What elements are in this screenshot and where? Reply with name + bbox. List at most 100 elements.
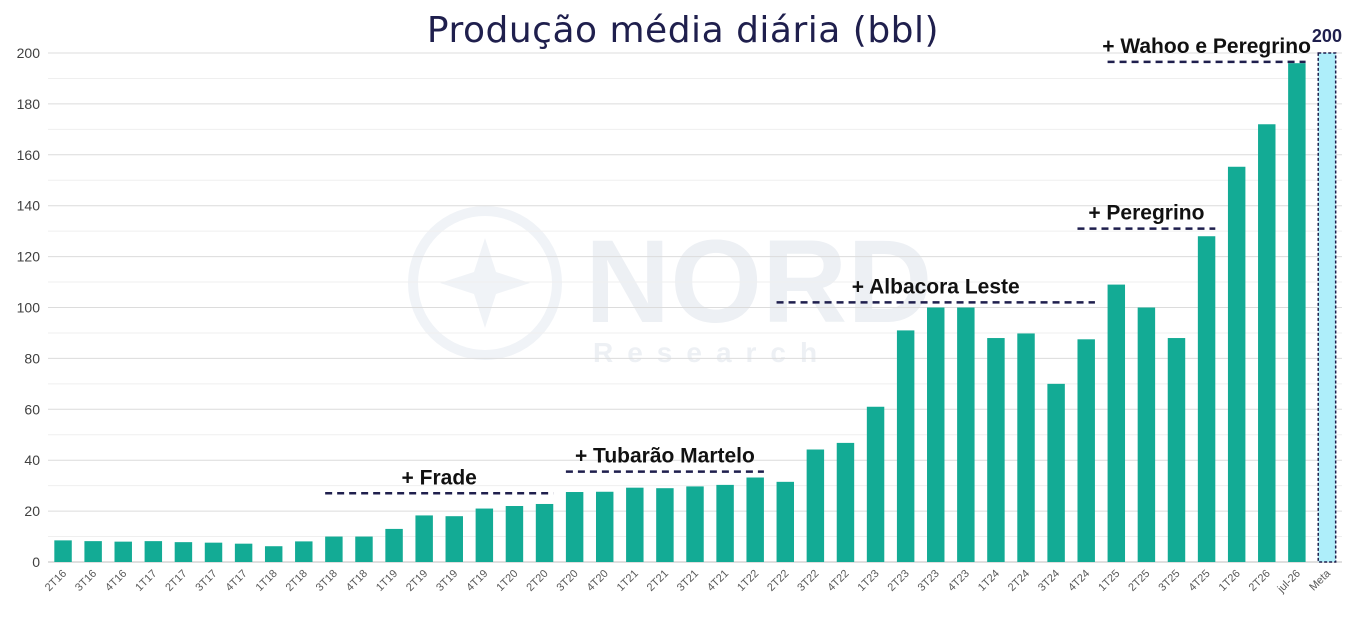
y-tick-label: 180 xyxy=(17,96,41,112)
bar xyxy=(1107,284,1126,562)
x-tick-label: 1T25 xyxy=(1096,568,1122,594)
x-tick-label: 4T19 xyxy=(464,568,490,594)
annotation-label: + Albacora Leste xyxy=(852,275,1020,298)
x-tick-label: 2T20 xyxy=(524,568,550,594)
x-tick-label: 3T18 xyxy=(314,568,340,594)
x-tick-label: 4T17 xyxy=(224,568,250,594)
bar xyxy=(746,477,764,562)
bar xyxy=(716,484,734,562)
bar xyxy=(144,541,163,562)
y-tick-label: 140 xyxy=(17,198,41,214)
bar xyxy=(1077,339,1095,562)
y-tick-label: 160 xyxy=(17,147,41,163)
bar xyxy=(204,542,223,562)
bar xyxy=(866,406,885,562)
x-tick-label: 2T26 xyxy=(1247,568,1273,594)
x-tick-label: 4T24 xyxy=(1066,568,1092,594)
bar xyxy=(595,491,614,562)
bar xyxy=(927,307,945,562)
x-tick-label: 3T17 xyxy=(193,568,219,594)
x-tick-label: 4T21 xyxy=(705,568,731,594)
x-tick-label: 1T21 xyxy=(615,568,641,594)
x-tick-label: Meta xyxy=(1307,567,1333,593)
bar xyxy=(505,506,524,562)
x-axis: 2T16 3T16 4T16 1T17 2T17 3T17 4T17 1T18 2T18 3T18… xyxy=(43,567,1334,596)
x-tick-label: 1T26 xyxy=(1217,568,1243,594)
x-tick-label: 2T22 xyxy=(765,568,791,594)
bars xyxy=(54,52,1337,563)
bar xyxy=(264,546,283,562)
x-tick-label: 3T24 xyxy=(1036,568,1062,594)
bar xyxy=(325,536,343,562)
target-data-label: 200 xyxy=(1312,26,1342,46)
bar xyxy=(54,540,72,562)
x-tick-label: 2T17 xyxy=(163,568,189,594)
bar xyxy=(806,449,825,562)
x-tick-label: 3T16 xyxy=(73,568,99,594)
bar xyxy=(1227,166,1246,562)
bar xyxy=(385,528,403,562)
target-bar xyxy=(1317,52,1337,563)
x-tick-label: 1T23 xyxy=(855,568,881,594)
bar xyxy=(1047,383,1065,562)
watermark-star-icon xyxy=(440,238,530,328)
annotation-label: + Frade xyxy=(402,466,477,489)
x-tick-label: 1T22 xyxy=(735,568,761,594)
y-tick-label: 120 xyxy=(17,249,41,265)
x-tick-label: 3T19 xyxy=(434,568,460,594)
x-tick-label: 1T20 xyxy=(494,568,520,594)
bar xyxy=(1197,236,1216,563)
bar xyxy=(234,543,253,562)
x-tick-label: 2T21 xyxy=(645,568,671,594)
x-tick-label: 1T18 xyxy=(254,568,280,594)
y-axis: 0 20 40 60 80 100 120 140 160 180 200 xyxy=(17,45,41,570)
x-tick-label: 4T16 xyxy=(103,568,129,594)
annotation-label: + Peregrino xyxy=(1088,202,1204,225)
x-tick-label: 4T23 xyxy=(946,568,972,594)
x-tick-label: 4T25 xyxy=(1186,568,1212,594)
bar xyxy=(84,541,102,562)
bar xyxy=(445,516,463,562)
x-tick-label: 2T19 xyxy=(404,568,430,594)
grid xyxy=(48,52,1342,563)
watermark-logo-icon xyxy=(408,206,562,360)
x-tick-label: 4T18 xyxy=(344,568,370,594)
x-tick-label: 2T16 xyxy=(43,568,69,594)
bar xyxy=(987,338,1005,562)
y-tick-label: 40 xyxy=(24,452,40,468)
bar xyxy=(114,541,132,562)
bar xyxy=(626,487,644,562)
annotation-label: + Wahoo e Peregrino xyxy=(1102,35,1311,58)
x-tick-label: jul-26 xyxy=(1275,568,1303,596)
bar xyxy=(1288,63,1306,563)
chart-title: Produção média diária (bbl) xyxy=(426,10,940,51)
bar xyxy=(656,488,674,562)
y-tick-label: 200 xyxy=(17,45,41,61)
x-tick-label: 1T19 xyxy=(374,568,400,594)
bar xyxy=(1258,124,1276,562)
x-tick-label: 2T25 xyxy=(1126,568,1152,594)
y-tick-label: 100 xyxy=(17,300,41,316)
bar xyxy=(415,515,433,562)
x-tick-label: 1T24 xyxy=(976,568,1002,594)
x-tick-label: 3T25 xyxy=(1156,568,1182,594)
x-tick-label: 3T23 xyxy=(916,568,942,594)
bar xyxy=(776,481,795,562)
watermark-sub: Research xyxy=(593,337,831,368)
x-tick-label: 4T20 xyxy=(585,568,611,594)
x-tick-label: 1T17 xyxy=(133,568,159,594)
x-tick-label: 2T18 xyxy=(284,568,310,594)
bar xyxy=(565,492,584,562)
bar xyxy=(1167,338,1186,562)
bar xyxy=(957,307,975,562)
y-tick-label: 0 xyxy=(32,554,40,570)
bar xyxy=(836,442,855,562)
x-tick-label: 4T22 xyxy=(825,568,851,594)
x-tick-label: 3T20 xyxy=(555,568,581,594)
bar xyxy=(1137,307,1156,562)
bar xyxy=(174,542,193,562)
x-tick-label: 2T24 xyxy=(1006,568,1032,594)
data-labels: 200 xyxy=(1312,26,1342,46)
